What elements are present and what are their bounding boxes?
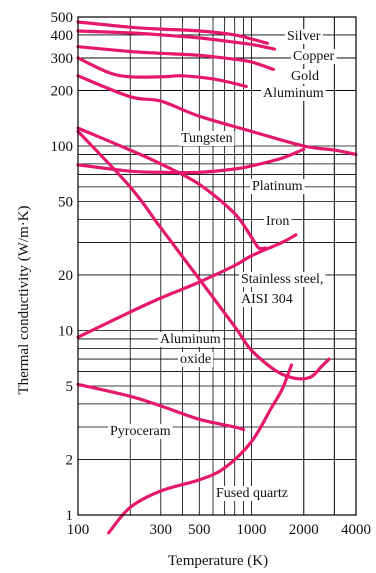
- y-tick-label: 100: [51, 139, 74, 155]
- x-tick-label: 500: [188, 522, 211, 538]
- curve-label-gold: Gold: [289, 69, 321, 84]
- x-tick-label: 300: [150, 522, 173, 538]
- series-line-iron: [76, 126, 267, 251]
- curve-label-iron: Iron: [264, 214, 292, 229]
- y-tick-label: 5: [66, 379, 74, 395]
- x-tick-label: 4000: [341, 522, 371, 538]
- label-background: [289, 69, 321, 84]
- curve-label-aluminum-oxide: Aluminum oxide: [158, 332, 223, 367]
- curve-label-text: Silver: [287, 29, 321, 44]
- x-tick-labels: 100 300 500 1000 2000 4000: [67, 522, 371, 538]
- curve-label-text: Platinum: [252, 179, 303, 194]
- label-background: [250, 179, 305, 194]
- y-tick-label: 300: [51, 51, 74, 67]
- series-line-silver: [76, 20, 269, 45]
- label-background: [239, 272, 326, 287]
- y-tick-label: 10: [58, 323, 73, 339]
- label-background: [178, 352, 214, 367]
- series-line-tungsten: [76, 74, 358, 156]
- x-tick-label: 1000: [237, 522, 267, 538]
- curve-label-silver: Silver: [285, 29, 323, 44]
- x-tick-label: 2000: [289, 522, 319, 538]
- series-line-platinum: [76, 147, 306, 175]
- label-background: [285, 29, 323, 44]
- y-axis-label: Thermal conductivity (W/m·K): [16, 205, 32, 394]
- label-background: [264, 214, 292, 229]
- y-tick-label: 500: [51, 10, 74, 26]
- label-background: [108, 424, 173, 439]
- y-tick-label: 50: [58, 195, 73, 211]
- label-background: [179, 131, 235, 146]
- label-background: [214, 486, 290, 501]
- curve-labels: Silver Copper Gold Aluminum Tungsten Platinum…: [108, 29, 337, 501]
- x-tick-label: 100: [67, 522, 90, 538]
- series-line-aluminum-oxide: [76, 129, 331, 381]
- curve-label-stainless-steel-aisi-304: Stainless steel, AISI 304: [239, 272, 326, 307]
- curve-label-text: Fused quartz: [216, 486, 288, 501]
- plot-frame: [77, 16, 357, 516]
- curve-label-text: oxide: [180, 352, 211, 367]
- series-line-stainless-steel-aisi-304: [76, 233, 298, 339]
- series-line-copper: [76, 29, 277, 51]
- curve-label-text: Pyroceram: [110, 424, 171, 439]
- curve-label-text: Tungsten: [181, 131, 233, 146]
- curve-label-text: Gold: [291, 69, 319, 84]
- curve-label-text: Iron: [266, 214, 289, 229]
- series-line-aluminum: [76, 56, 248, 89]
- curve-label-text: Aluminum: [160, 332, 221, 347]
- y-tick-label: 20: [58, 268, 73, 284]
- series-line-fused-quartz: [107, 363, 294, 535]
- series-line-pyroceram: [76, 382, 246, 432]
- curve-label-tungsten: Tungsten: [179, 131, 235, 146]
- label-background: [291, 49, 337, 64]
- label-background: [239, 292, 295, 307]
- y-tick-label: 200: [51, 83, 74, 99]
- curve-label-text: Stainless steel,: [241, 272, 323, 287]
- y-tick-labels: 1 2 5 10 20 50 100 200 300 400 500: [51, 10, 74, 524]
- curve-label-aluminum: Aluminum: [261, 86, 326, 101]
- series-line-gold: [76, 45, 275, 71]
- curve-label-text: Aluminum: [263, 86, 324, 101]
- curve-label-pyroceram: Pyroceram: [108, 424, 173, 439]
- label-background: [261, 86, 326, 101]
- curve-label-platinum: Platinum: [250, 179, 305, 194]
- y-tick-label: 400: [51, 28, 74, 44]
- curve-label-fused-quartz: Fused quartz: [214, 486, 290, 501]
- data-curves: [76, 20, 358, 535]
- y-tick-label: 2: [66, 452, 74, 468]
- curve-label-text: AISI 304: [241, 292, 293, 307]
- y-tick-label: 1: [66, 508, 74, 524]
- curve-label-text: Copper: [293, 49, 335, 64]
- x-axis-label: Temperature (K): [168, 553, 268, 569]
- curve-label-copper: Copper: [291, 49, 337, 64]
- label-background: [158, 332, 223, 347]
